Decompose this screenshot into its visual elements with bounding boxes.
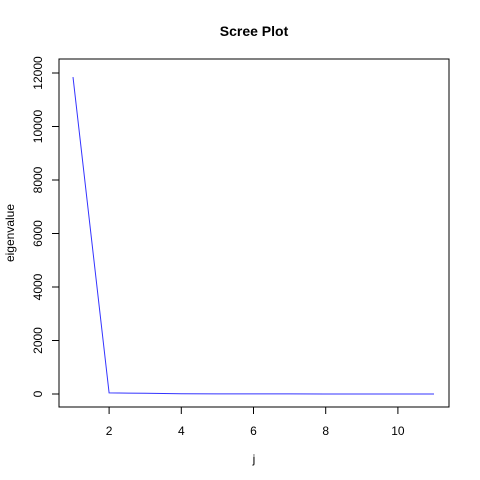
series-line-0 (72, 76, 435, 395)
x-tick-label-0: 2 (106, 424, 113, 438)
y-tick-label-5: 10000 (31, 109, 45, 143)
x-tick-label-4: 10 (391, 424, 405, 438)
series-layer (72, 76, 435, 395)
y-tick-label-2: 4000 (31, 273, 45, 300)
x-tick-label-1: 4 (178, 424, 185, 438)
x-axis: 2 4 6 8 10 (106, 407, 405, 438)
y-axis: 0 2000 4000 6000 8000 10000 12000 (31, 56, 59, 397)
y-axis-label: eigenvalue (3, 204, 17, 262)
y-tick-label-1: 2000 (31, 327, 45, 354)
chart-title: Scree Plot (220, 23, 289, 39)
y-tick-label-4: 8000 (31, 166, 45, 193)
y-tick-label-0: 0 (31, 390, 45, 397)
plot-frame (58, 58, 450, 408)
x-tick-label-3: 8 (322, 424, 329, 438)
x-tick-label-2: 6 (250, 424, 257, 438)
y-tick-label-3: 6000 (31, 220, 45, 247)
y-tick-label-6: 12000 (31, 56, 45, 90)
x-axis-label: j (252, 452, 256, 466)
